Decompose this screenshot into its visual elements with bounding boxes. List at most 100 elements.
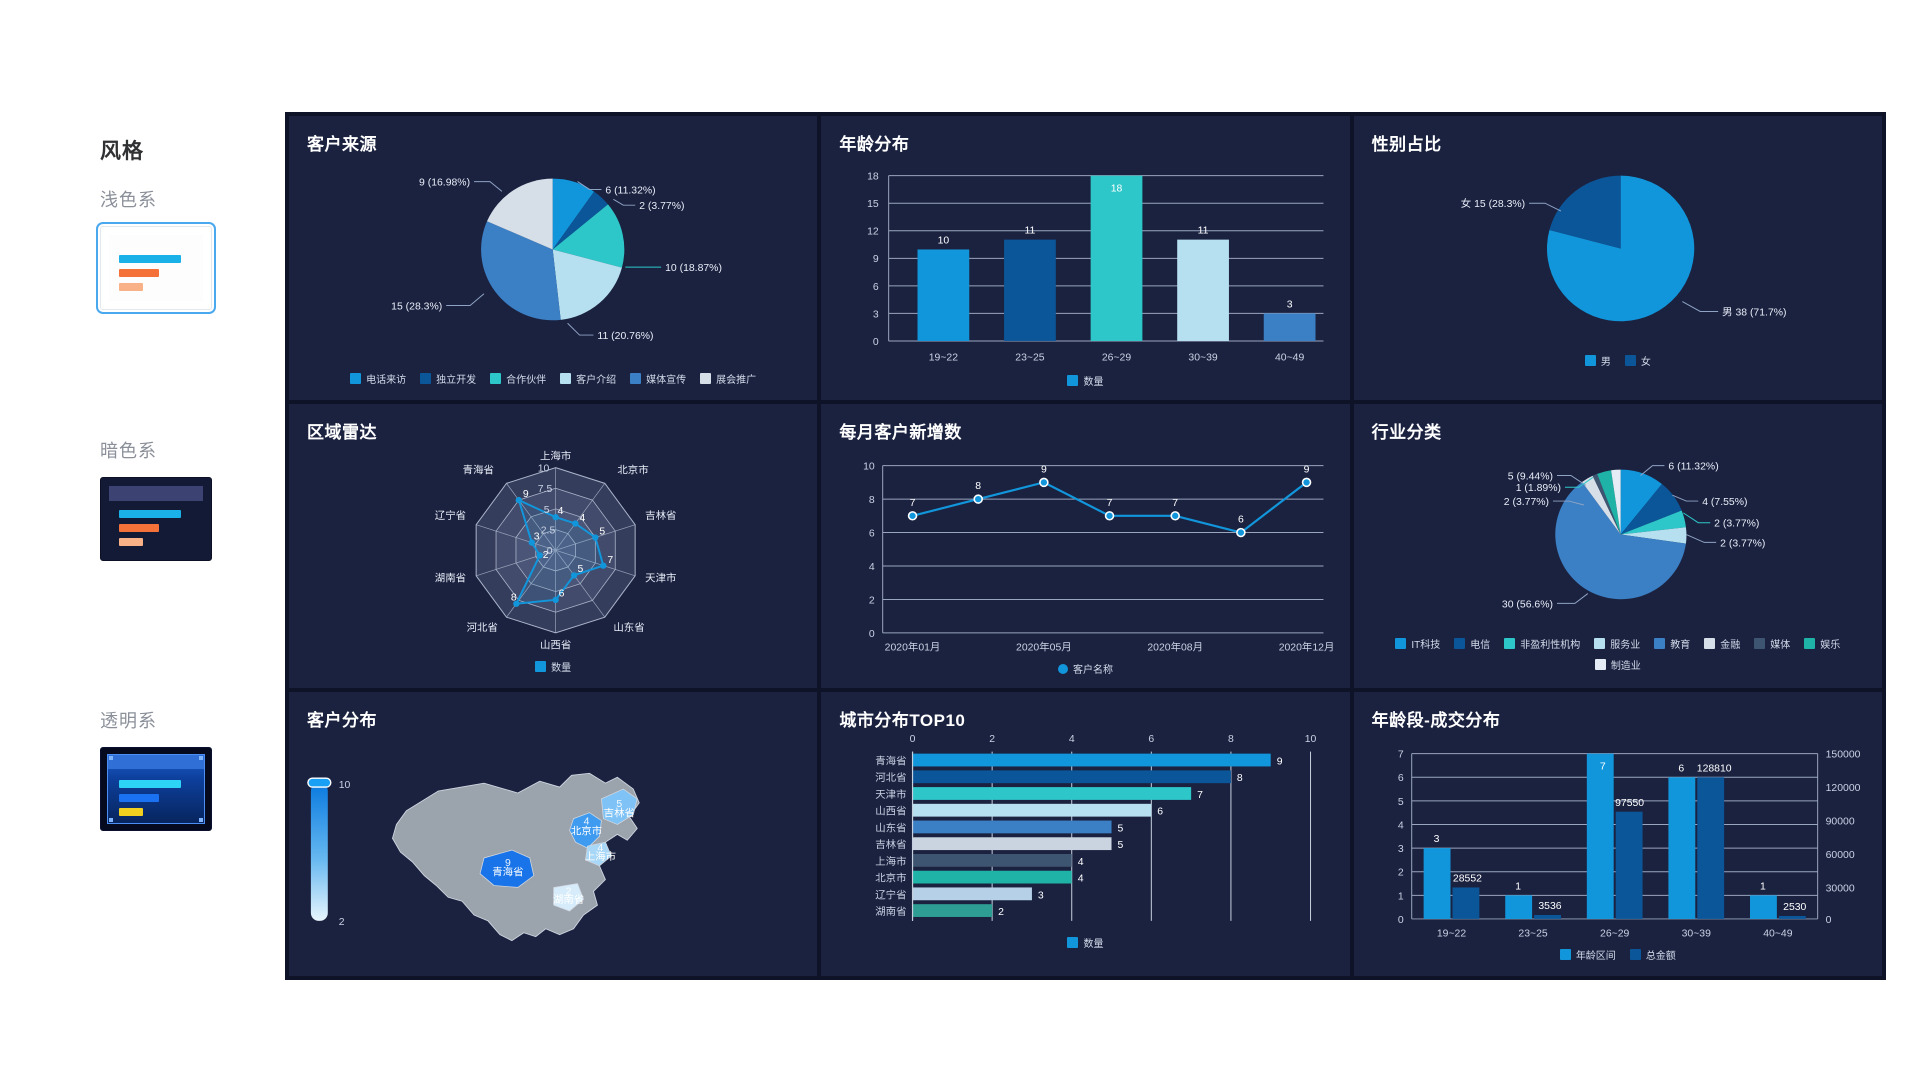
bar-right-2[interactable] [1615, 811, 1643, 919]
panel-customer-source[interactable]: 客户来源 6 (11.32%) 2 (3.77%) [289, 116, 818, 400]
bar-left-1[interactable] [1504, 895, 1532, 919]
style-thumbnail-light[interactable] [96, 222, 216, 314]
bar-0[interactable] [917, 249, 970, 341]
legend-monthly-new[interactable]: 客户名称 [821, 661, 1349, 676]
legend-age-distribution[interactable]: 数量 [821, 373, 1349, 388]
bar-4[interactable] [1264, 313, 1316, 341]
legend-age-deal[interactable]: 年龄区间 总金额 [1354, 947, 1882, 962]
legend-item[interactable]: 客户名称 [1057, 661, 1113, 676]
legend-item[interactable]: 数量 [535, 659, 571, 674]
pie-slice-1[interactable] [552, 191, 608, 250]
style-option-transparent[interactable]: 透明系 [100, 707, 212, 831]
hbar-7[interactable] [912, 870, 1073, 884]
chart-age-distribution[interactable]: 18 15 12 9 6 3 0 10 11 [821, 156, 1349, 400]
chart-monthly-new[interactable]: 10 8 6 4 2 0 7 8 [821, 444, 1349, 688]
pie-slice-0[interactable] [552, 178, 595, 250]
panel-industry-class[interactable]: 行业分类 6 (11.32%) [1353, 404, 1882, 688]
panel-city-top10[interactable]: 城市分布TOP10 0 2 4 6 8 10 [821, 692, 1350, 976]
legend-city-top10[interactable]: 数量 [821, 935, 1349, 950]
chart-gender-ratio[interactable]: 女 15 (28.3%) 男 38 (71.7%) 男 女 [1354, 156, 1882, 400]
legend-item[interactable]: 娱乐 [1804, 636, 1840, 651]
legend-item[interactable]: 总金额 [1629, 947, 1676, 962]
bar-2[interactable] [1090, 175, 1143, 341]
legend-item[interactable]: 独立开发 [420, 371, 476, 386]
bar-right-3[interactable] [1696, 777, 1724, 919]
panel-age-deal[interactable]: 年龄段-成交分布 7 6 5 4 [1353, 692, 1882, 976]
map-region-beijing[interactable] [569, 812, 602, 849]
visual-map-legend[interactable]: 10 2 [307, 777, 351, 928]
chart-age-deal[interactable]: 7 6 5 4 3 2 1 0 150000 120000 90000 6000… [1354, 732, 1882, 976]
pie-slice-female[interactable] [1549, 175, 1621, 249]
legend-item[interactable]: 媒体 [1754, 636, 1790, 651]
hbar-6[interactable] [912, 854, 1073, 867]
legend-item[interactable]: 客户介绍 [560, 371, 616, 386]
panel-customer-map[interactable]: 客户分布 10 2 [289, 692, 818, 976]
hbar-9[interactable] [912, 904, 993, 917]
bar-left-4[interactable] [1749, 895, 1777, 919]
legend-gender-ratio[interactable]: 男 女 [1354, 353, 1882, 368]
legend-item[interactable]: 合作伙伴 [490, 371, 546, 386]
legend-item[interactable]: 教育 [1654, 636, 1690, 651]
pie-slice-5[interactable] [1581, 475, 1621, 535]
legend-item[interactable]: 女 [1624, 353, 1651, 368]
legend-industry-class[interactable]: IT科技 电信 非盈利性机构 服务业 教育 金融 媒体 娱乐 制造业 [1354, 636, 1882, 672]
pie-slice-6[interactable] [1592, 473, 1621, 535]
legend-item[interactable]: 年龄区间 [1559, 947, 1616, 962]
bar-3[interactable] [1177, 239, 1230, 341]
panel-gender-ratio[interactable]: 性别占比 女 15 (28.3%) 男 38 (71.7%) 男 女 [1353, 116, 1882, 400]
style-thumbnail-transparent[interactable] [100, 747, 212, 831]
bar-right-1[interactable] [1533, 915, 1561, 919]
pie-slice-4[interactable] [1554, 481, 1686, 600]
legend-item[interactable]: 制造业 [1594, 657, 1641, 672]
pie-slice-3[interactable] [552, 249, 622, 320]
style-thumbnail-dark[interactable] [100, 477, 212, 561]
legend-item[interactable]: 男 [1584, 353, 1611, 368]
bar-1[interactable] [1004, 239, 1057, 341]
map-region-shanghai[interactable] [585, 841, 612, 867]
chart-industry-class[interactable]: 6 (11.32%) 4 (7.55%) 2 (3.77%) 2 (3.77%)… [1354, 444, 1882, 688]
hbar-0[interactable] [912, 753, 1272, 767]
legend-item[interactable]: 电信 [1454, 636, 1490, 651]
legend-item[interactable]: 非盈利性机构 [1504, 636, 1580, 651]
hbar-5[interactable] [912, 837, 1112, 851]
panel-monthly-new[interactable]: 每月客户新增数 10 8 6 [821, 404, 1350, 688]
hbar-2[interactable] [912, 787, 1192, 800]
pie-slice-5[interactable] [486, 178, 553, 250]
china-map[interactable]: 青海省 北京市 吉林省 上海市 湖南省 9 4 5 4 2 [391, 772, 640, 942]
chart-customer-map[interactable]: 10 2 青海省 北京市 吉林省 上海 [289, 732, 817, 976]
style-option-light[interactable]: 浅色系 [96, 186, 216, 314]
legend-region-radar[interactable]: 数量 [289, 659, 817, 674]
pie-slice-1[interactable] [1620, 484, 1682, 535]
hbar-4[interactable] [912, 820, 1112, 834]
bar-right-4[interactable] [1778, 915, 1806, 919]
hbar-3[interactable] [912, 803, 1152, 817]
bar-left-0[interactable] [1423, 848, 1451, 919]
panel-age-distribution[interactable]: 年龄分布 18 15 12 [821, 116, 1350, 400]
legend-item[interactable]: 媒体宣传 [630, 371, 686, 386]
legend-customer-source[interactable]: 电话来访 独立开发 合作伙伴 客户介绍 媒体宣传 展会推广 [289, 371, 817, 386]
map-region-qinghai[interactable] [479, 849, 535, 888]
pie-slice-male[interactable] [1546, 175, 1694, 322]
bar-right-0[interactable] [1452, 887, 1480, 919]
legend-item[interactable]: 服务业 [1594, 636, 1640, 651]
style-option-dark[interactable]: 暗色系 [100, 437, 212, 561]
map-region-hunan[interactable] [553, 883, 584, 912]
pie-slice-7[interactable] [1596, 470, 1621, 535]
chart-city-top10[interactable]: 0 2 4 6 8 10 [821, 732, 1349, 976]
bar-left-3[interactable] [1668, 777, 1695, 919]
pie-slice-8[interactable] [1610, 469, 1621, 535]
chart-region-radar[interactable]: 4 4 5 7 5 6 8 2 3 9 10 [289, 444, 817, 688]
pie-slice-2[interactable] [552, 204, 625, 268]
hbar-1[interactable] [912, 770, 1232, 784]
legend-item[interactable]: 展会推广 [700, 371, 756, 386]
panel-region-radar[interactable]: 区域雷达 [289, 404, 818, 688]
pie-slice-0[interactable] [1620, 469, 1662, 535]
legend-item[interactable]: 数量 [1067, 935, 1103, 950]
bar-left-2[interactable] [1586, 753, 1614, 919]
legend-item[interactable]: IT科技 [1395, 636, 1440, 651]
legend-item[interactable]: 数量 [1067, 373, 1103, 388]
chart-customer-source[interactable]: 6 (11.32%) 2 (3.77%) 10 (18.87%) 11 (20.… [289, 156, 817, 400]
map-region-jilin[interactable] [600, 788, 638, 825]
pie-slice-2[interactable] [1620, 510, 1686, 535]
legend-item[interactable]: 电话来访 [350, 371, 406, 386]
